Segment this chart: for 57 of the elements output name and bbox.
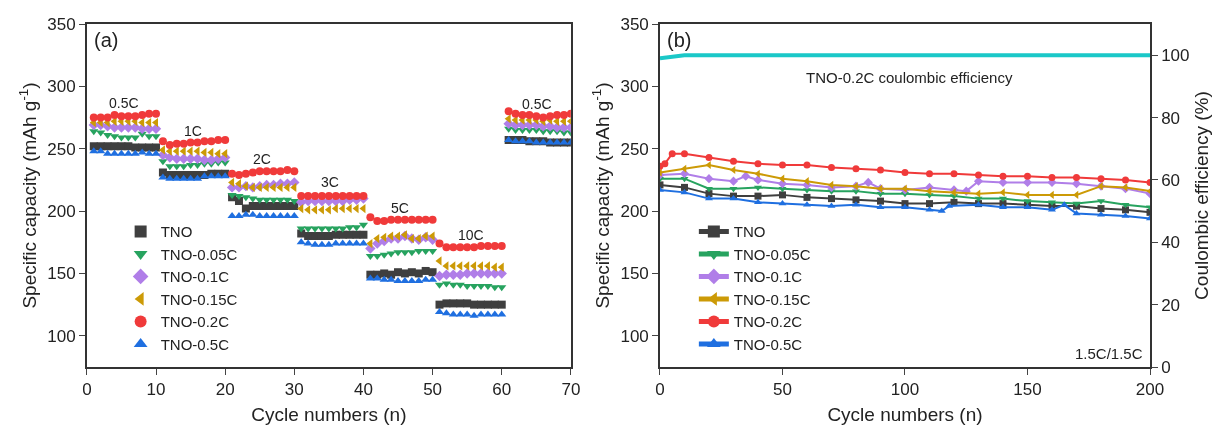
legend-label: TNO-0.5C: [160, 335, 230, 353]
x-tick-label: 30: [284, 380, 304, 400]
y2-tick-label: 80: [1161, 108, 1181, 128]
x-tick-label: 60: [492, 380, 512, 400]
x-tick-label: 150: [1013, 380, 1042, 400]
x-tick-label: 50: [773, 380, 792, 400]
y-tick-label: 250: [47, 139, 76, 159]
y-tick-label: 150: [620, 264, 649, 284]
x-tick-label: 0: [82, 380, 92, 400]
y2-tick-label: 0: [1161, 357, 1171, 377]
annotation: 10C: [458, 227, 484, 243]
x-tick-label: 200: [1135, 380, 1165, 400]
legend-label: TNO-0.2C: [160, 313, 230, 331]
legend-label: TNO-0.15C: [733, 290, 811, 308]
y2-tick-label: 60: [1161, 170, 1181, 190]
x-tick-label: 20: [215, 380, 235, 400]
annotation: TNO-0.2C coulombic efficiency: [806, 69, 1013, 86]
y2-axis-title: Coulombic efficiency (%): [1190, 91, 1212, 300]
x-tick-label: 70: [561, 380, 581, 400]
legend-label: TNO: [733, 223, 766, 241]
x-tick-label: 100: [890, 380, 920, 400]
y-tick-label: 250: [620, 139, 649, 159]
x-tick-label: 0: [655, 380, 665, 400]
y2-tick-label: 100: [1161, 46, 1190, 66]
legend-label: TNO-0.05C: [733, 245, 811, 263]
y-tick-label: 200: [47, 202, 76, 222]
x-tick-label: 40: [353, 380, 373, 400]
annotation: 2C: [253, 151, 271, 167]
y-tick-label: 100: [47, 326, 76, 346]
annotation: 0.5C: [522, 96, 552, 112]
legend-label: TNO-0.2C: [733, 313, 803, 331]
y-tick-label: 200: [620, 202, 649, 222]
x-tick-label: 50: [423, 380, 443, 400]
annotation: 1.5C/1.5C: [1075, 345, 1143, 362]
legend-label: TNO-0.1C: [160, 268, 230, 286]
legend-label: TNO-0.05C: [160, 245, 238, 263]
x-tick-label: 10: [146, 380, 166, 400]
legend-label: TNO-0.1C: [733, 268, 803, 286]
legend-label: TNO-0.15C: [160, 290, 238, 308]
x-axis-title: Cycle numbers (n): [251, 404, 407, 426]
annotation: 1C: [184, 123, 202, 139]
annotation: 5C: [391, 200, 409, 216]
annotation: 3C: [321, 174, 339, 190]
y-tick-label: 350: [620, 14, 649, 34]
annotation: (a): [94, 29, 119, 51]
y-tick-label: 350: [47, 14, 76, 34]
y-tick-label: 300: [620, 77, 649, 97]
legend-label: TNO: [160, 223, 193, 241]
annotation: 0.5C: [109, 95, 139, 111]
y2-tick-label: 40: [1161, 233, 1181, 253]
annotation: (b): [667, 29, 692, 51]
y-tick-label: 100: [620, 326, 649, 346]
y-tick-label: 300: [47, 77, 76, 97]
y2-tick-label: 20: [1161, 295, 1181, 315]
y-tick-label: 150: [47, 264, 76, 284]
legend-label: TNO-0.5C: [733, 335, 803, 353]
x-axis-title: Cycle numbers (n): [827, 404, 983, 426]
